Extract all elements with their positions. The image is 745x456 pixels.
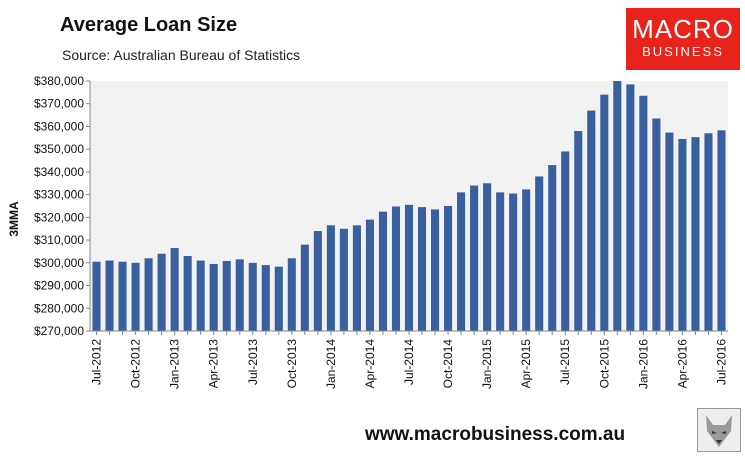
chart-title: Average Loan Size [60,14,238,36]
bar-Oct-2012 [131,262,140,331]
website-url[interactable]: www.macrobusiness.com.au [365,424,626,445]
y-tick-label: $320,000 [34,210,84,224]
bar-Jun-2016 [704,133,713,331]
bar-Jul-2012 [92,261,101,331]
y-tick-label: $290,000 [34,279,84,293]
x-tick-label: Jan-2013 [168,339,182,389]
bar-Dec-2012 [157,253,166,331]
bar-Mar-2013 [196,260,205,331]
bar-Apr-2016 [678,138,687,331]
bar-Oct-2013 [287,258,296,331]
bar-Apr-2014 [365,219,374,331]
bar-Jul-2013 [248,262,257,331]
bar-Sep-2013 [274,266,283,331]
bar-Apr-2013 [209,263,218,331]
x-tick-label: Apr-2014 [363,339,377,389]
x-tick-label: Jul-2016 [714,339,728,385]
x-tick-label: Jul-2012 [90,339,104,385]
x-tick-label: Jan-2014 [324,339,338,389]
bar-Jan-2016 [639,95,648,331]
logo-sub-text: BUSINESS [642,44,724,59]
bar-Aug-2012 [105,260,114,331]
bar-May-2014 [378,211,387,331]
x-tick-label: Jul-2015 [558,339,572,385]
bar-Jul-2015 [561,151,570,331]
y-tick-label: $300,000 [34,256,84,270]
bar-Jun-2013 [235,259,244,331]
bar-Mar-2015 [509,193,518,331]
bar-Jan-2014 [326,225,335,331]
x-tick-label: Oct-2013 [285,339,299,389]
bar-Jun-2014 [391,206,401,331]
x-tick-label: Apr-2015 [519,339,533,389]
bar-Dec-2013 [313,231,322,331]
bar-Mar-2014 [352,225,361,331]
bar-Jul-2016 [717,130,726,331]
x-tick-label: Jan-2016 [636,339,650,389]
x-tick-label: Apr-2016 [675,339,689,389]
bar-Nov-2013 [300,244,309,331]
bar-May-2015 [535,176,544,331]
bar-Oct-2014 [444,206,453,331]
y-tick-label: $330,000 [34,188,84,202]
x-tick-label: Jul-2013 [246,339,260,385]
bar-Feb-2016 [652,118,661,331]
bar-Jan-2013 [170,248,179,331]
y-tick-label: $280,000 [34,301,84,315]
bar-Sep-2015 [587,110,596,331]
y-tick-label: $350,000 [34,142,84,156]
x-tick-label: Oct-2012 [129,339,143,389]
y-tick-label: $310,000 [34,233,84,247]
bar-Nov-2014 [457,192,466,331]
bar-Mar-2016 [665,132,674,331]
bar-Apr-2015 [522,189,531,331]
x-tick-label: Oct-2015 [597,339,611,389]
bar-Feb-2013 [183,256,192,331]
logo-main-text: MACRO [632,14,734,44]
plot-area: $270,000 $280,000 $290,000 $300,000 $310,000… [34,74,729,389]
bar-Jun-2015 [548,165,557,331]
macrobusiness-logo: MACRO BUSINESS [626,8,740,70]
wolf-logo-icon [697,408,741,452]
bar-Nov-2012 [144,258,153,331]
bar-Sep-2012 [118,261,127,331]
bar-Dec-2015 [626,84,635,331]
x-tick-label: Oct-2014 [441,339,455,389]
bar-Feb-2014 [339,228,348,331]
y-tick-label: $270,000 [34,324,84,338]
bar-May-2016 [691,137,700,331]
bar-Aug-2013 [261,265,270,331]
x-tick-label: Jan-2015 [480,339,494,389]
y-tick-label: $380,000 [34,74,84,88]
bar-Nov-2015 [613,81,622,331]
chart-subtitle: Source: Australian Bureau of Statistics [62,47,301,63]
y-tick-label: $340,000 [34,165,84,179]
bar-Jan-2015 [483,183,492,331]
bar-Feb-2015 [496,192,505,331]
bar-Jul-2014 [404,204,414,331]
x-tick-label: Apr-2013 [207,339,221,389]
bar-Aug-2015 [574,131,583,331]
x-tick-label: Jul-2014 [402,339,416,385]
bar-Aug-2014 [417,207,427,331]
bar-Dec-2014 [470,185,479,331]
y-tick-label: $370,000 [34,97,84,111]
bar-May-2013 [222,261,231,331]
bar-Oct-2015 [600,94,609,332]
bar-Sep-2014 [431,209,440,331]
y-tick-label: $360,000 [34,119,84,133]
